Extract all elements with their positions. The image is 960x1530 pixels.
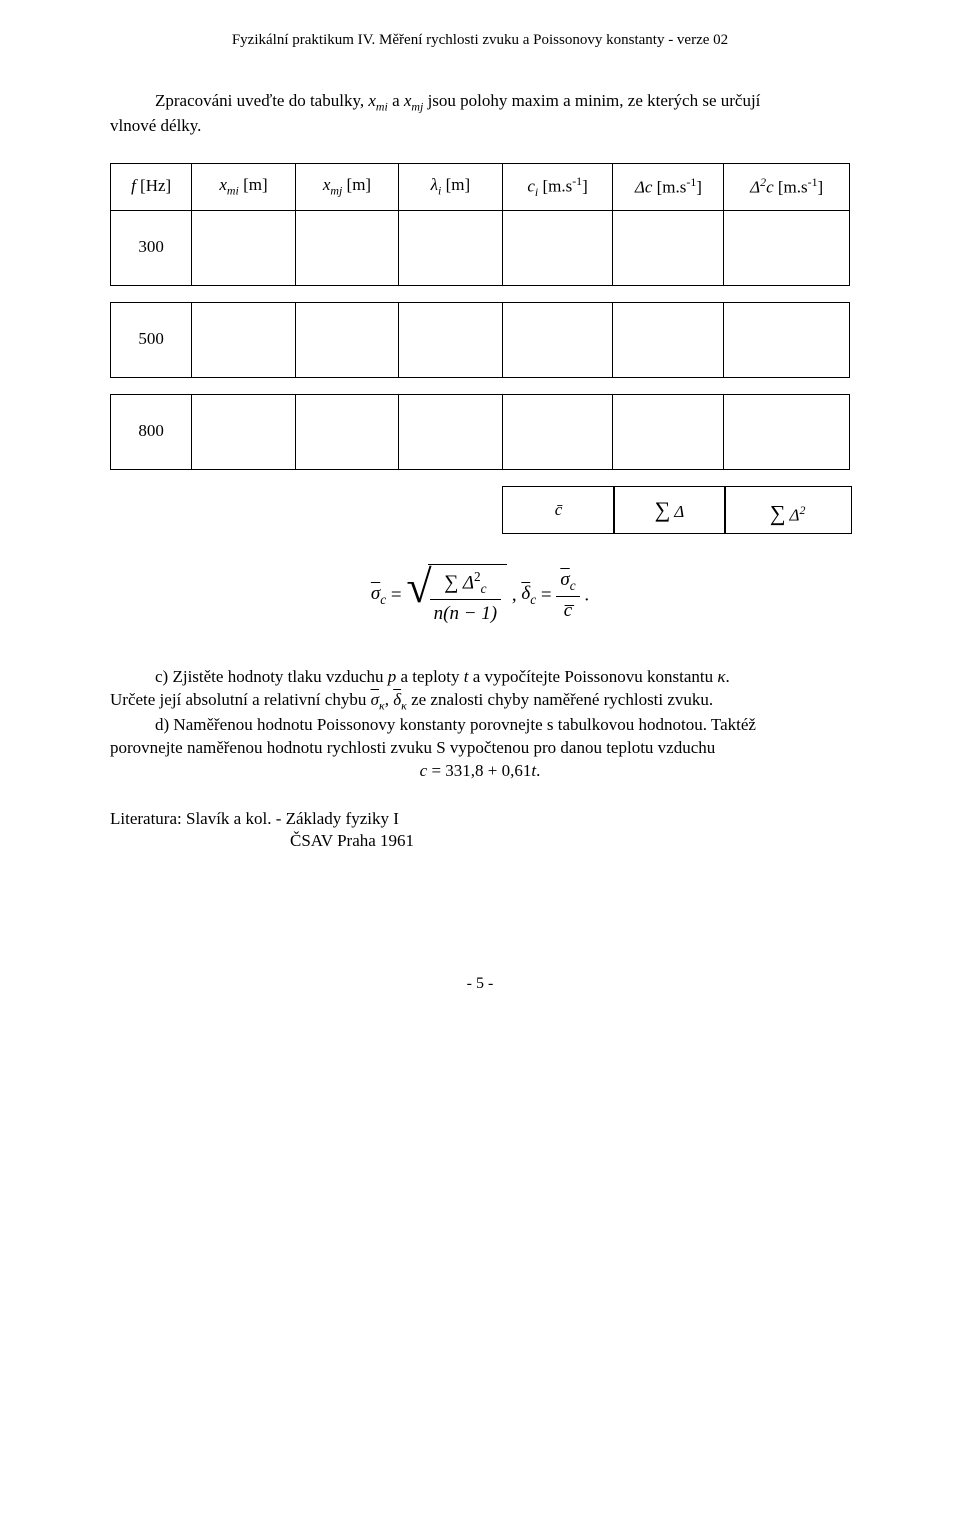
gap-row [111, 469, 850, 486]
col-xmi: xmi [m] [192, 163, 295, 210]
sum-delta-cell: ∑ Δ [613, 486, 726, 534]
cbar-cell: c̄ [502, 486, 615, 534]
paragraph-c-d: c) Zjistěte hodnoty tlaku vzduchu p a te… [110, 666, 850, 782]
table-header-row: f [Hz] xmi [m] xmj [m] λi [m] ci [m.s-1]… [111, 163, 850, 210]
gap-row [111, 285, 850, 302]
col-dc: Δc [m.s-1] [613, 163, 724, 210]
table-row: 300 [111, 210, 850, 285]
summary-row: c̄ ∑ Δ ∑ Δ2 [111, 486, 850, 534]
table-row: 800 [111, 394, 850, 469]
col-xmj: xmj [m] [295, 163, 398, 210]
formula-block: σc = √ ∑ Δ2c n(n − 1) , δc = σc c̅ . [110, 564, 850, 627]
col-ci: ci [m.s-1] [502, 163, 613, 210]
sum-delta2-cell: ∑ Δ2 [724, 486, 852, 534]
page-header: Fyzikální praktikum IV. Měření rychlosti… [110, 30, 850, 50]
table-row: 500 [111, 302, 850, 377]
freq-cell: 500 [111, 302, 192, 377]
literature-block: Literatura: Slavík a kol. - Základy fyzi… [110, 808, 850, 854]
gap-row [111, 377, 850, 394]
col-f: f [Hz] [111, 163, 192, 210]
col-d2c: Δ2c [m.s-1] [724, 163, 850, 210]
col-lambda: λi [m] [399, 163, 502, 210]
page-footer: - 5 - [110, 973, 850, 995]
freq-cell: 800 [111, 394, 192, 469]
data-table: f [Hz] xmi [m] xmj [m] λi [m] ci [m.s-1]… [110, 163, 850, 534]
intro-paragraph: Zpracováni uveďte do tabulky, xmi a xmj … [110, 90, 850, 137]
freq-cell: 300 [111, 210, 192, 285]
